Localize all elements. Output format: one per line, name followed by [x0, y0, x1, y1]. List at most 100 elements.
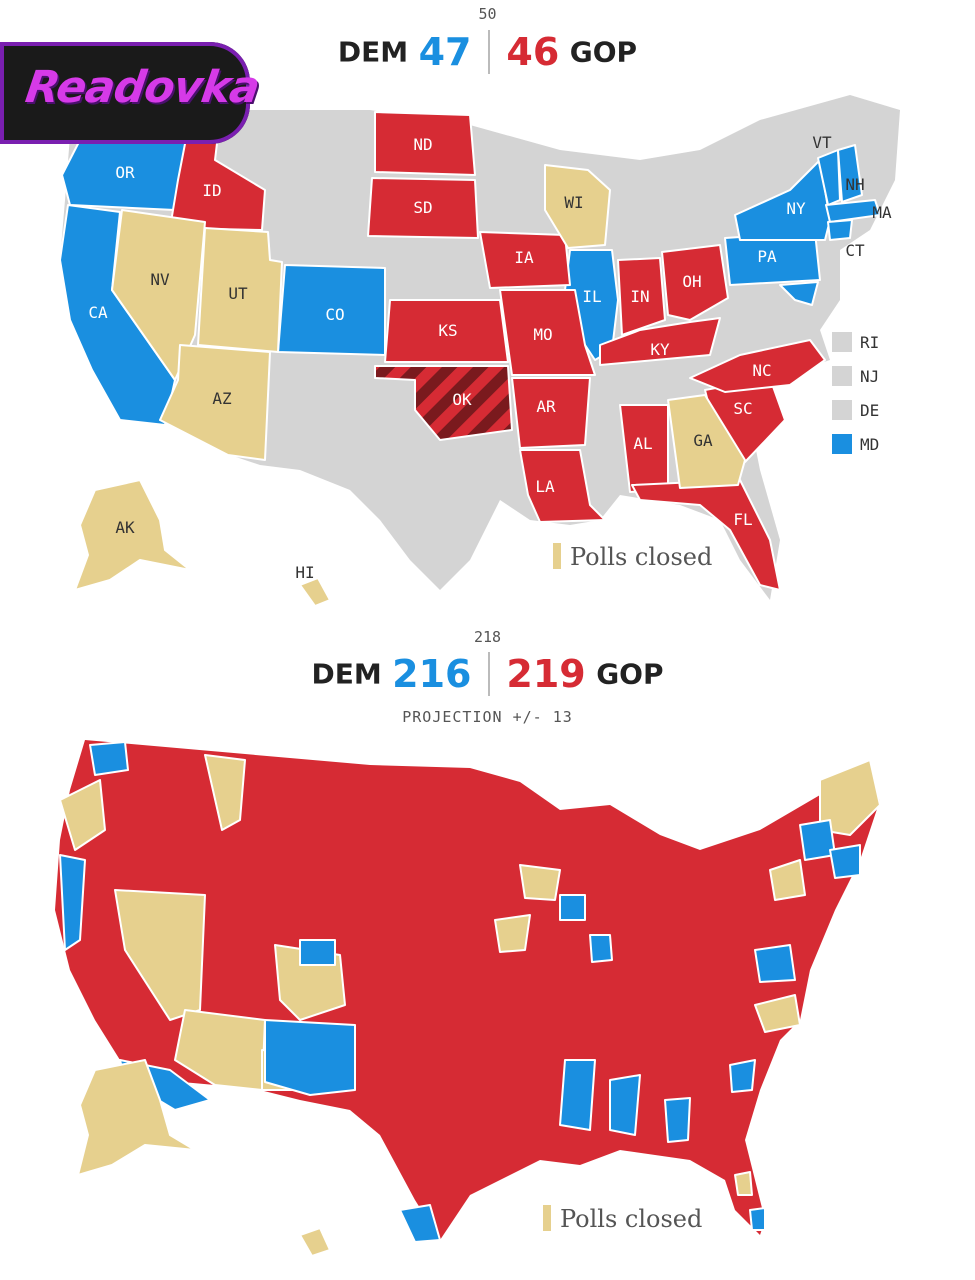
- district-ak[interactable]: [77, 1059, 196, 1176]
- label-ca: CA: [88, 303, 108, 322]
- district-tn-dem[interactable]: [559, 1059, 596, 1131]
- district-nj-closed[interactable]: [769, 859, 806, 901]
- senate-panel: 50 DEM 47 46 GOP: [0, 0, 975, 620]
- state-ks[interactable]: [384, 299, 509, 363]
- house-gop-label: GOP: [596, 657, 664, 691]
- legend-label-nj: NJ: [860, 367, 879, 386]
- label-ga: GA: [693, 431, 713, 450]
- house-legend-text: Polls closed: [560, 1205, 702, 1233]
- district-wa-dem[interactable]: [89, 741, 129, 776]
- district-co-dem[interactable]: [264, 1019, 356, 1096]
- district-west-closed-3[interactable]: [204, 754, 246, 831]
- house-map: Polls closed: [55, 740, 881, 1257]
- district-sc-dem[interactable]: [729, 1059, 756, 1093]
- state-ak[interactable]: [74, 479, 191, 591]
- label-nc: NC: [752, 361, 771, 380]
- state-ar[interactable]: [511, 377, 591, 449]
- state-nd[interactable]: [374, 111, 476, 176]
- district-wi-closed[interactable]: [494, 914, 531, 953]
- district-fl-dem[interactable]: [749, 1207, 766, 1231]
- state-in[interactable]: [617, 257, 666, 336]
- label-pa: PA: [757, 247, 777, 266]
- state-sd[interactable]: [367, 177, 479, 239]
- state-wi[interactable]: [544, 164, 611, 249]
- state-ok[interactable]: [374, 365, 513, 441]
- label-co: CO: [325, 305, 344, 324]
- house-gop-count: 219: [506, 652, 586, 696]
- label-mo: MO: [533, 325, 552, 344]
- house-legend-swatch: [543, 1205, 551, 1231]
- label-la: LA: [535, 477, 555, 496]
- state-ut[interactable]: [197, 227, 283, 353]
- district-ga-closed[interactable]: [754, 994, 801, 1033]
- house-projection: PROJECTION +/- 13: [402, 708, 573, 726]
- label-oh: OH: [682, 272, 701, 291]
- senate-score-divider: [487, 30, 490, 74]
- state-md[interactable]: [779, 281, 819, 306]
- senate-scoreline: DEM 47 46 GOP: [0, 30, 975, 74]
- legend-label-md: MD: [860, 435, 879, 454]
- district-co-dem-2[interactable]: [299, 939, 336, 966]
- readovka-logo: Readovka: [0, 42, 262, 144]
- district-ne-dem[interactable]: [829, 844, 861, 879]
- label-ar: AR: [536, 397, 556, 416]
- district-ca-dem-1[interactable]: [59, 854, 86, 951]
- district-al-dem[interactable]: [664, 1097, 691, 1143]
- state-oh[interactable]: [661, 244, 729, 321]
- legend-swatch-de: [832, 400, 852, 420]
- legend-label-ri: RI: [860, 333, 879, 352]
- district-az-closed[interactable]: [174, 1009, 266, 1091]
- label-nv: NV: [150, 270, 170, 289]
- state-hi[interactable]: [299, 577, 331, 607]
- label-wi: WI: [564, 193, 583, 212]
- label-ak: AK: [115, 518, 135, 537]
- house-dem-count: 216: [392, 652, 472, 696]
- senate-legend-text: Polls closed: [570, 543, 712, 571]
- small-state-legend: RI NJ DE MD: [832, 332, 879, 454]
- state-nh[interactable]: [837, 144, 863, 203]
- label-ut: UT: [228, 284, 248, 303]
- label-sc: SC: [733, 399, 752, 418]
- label-ky: KY: [650, 340, 670, 359]
- label-hi: HI: [295, 563, 314, 582]
- label-ia: IA: [514, 248, 534, 267]
- district-va-dem[interactable]: [754, 944, 796, 983]
- house-panel: 218 DEM 216 219 GOP PROJECTION +/- 13: [0, 620, 975, 1280]
- label-or: OR: [115, 163, 135, 182]
- label-il: IL: [582, 287, 601, 306]
- state-az[interactable]: [159, 344, 271, 461]
- state-nc[interactable]: [689, 339, 826, 393]
- district-ms-dem[interactable]: [609, 1074, 641, 1136]
- district-fl-closed[interactable]: [734, 1171, 753, 1196]
- label-sd: SD: [413, 198, 432, 217]
- district-mn-dem[interactable]: [559, 894, 586, 921]
- district-mi-closed[interactable]: [519, 864, 561, 901]
- label-nh: NH: [845, 175, 864, 194]
- label-nd: ND: [413, 135, 432, 154]
- label-vt: VT: [812, 133, 832, 152]
- state-la[interactable]: [519, 449, 606, 523]
- legend-label-de: DE: [860, 401, 879, 420]
- readovka-logo-text: Readovka: [22, 62, 263, 113]
- legend-swatch-nj: [832, 366, 852, 386]
- state-ct[interactable]: [827, 219, 853, 241]
- state-ky[interactable]: [599, 317, 721, 366]
- state-ga[interactable]: [667, 394, 746, 489]
- label-id: ID: [202, 181, 221, 200]
- district-tx-dem[interactable]: [399, 1204, 441, 1243]
- label-ma: MA: [872, 203, 892, 222]
- senate-gop-count: 46: [506, 30, 560, 74]
- senate-map: OR CA ID NV UT AZ CO ND SD KS OK IA MO A…: [59, 95, 900, 607]
- state-ia[interactable]: [479, 231, 571, 289]
- label-fl: FL: [733, 510, 752, 529]
- district-il-dem[interactable]: [589, 934, 613, 963]
- state-fl[interactable]: [631, 479, 781, 591]
- house-score-divider: [487, 652, 490, 696]
- state-mo[interactable]: [499, 289, 596, 376]
- state-ma[interactable]: [825, 199, 881, 223]
- label-ny: NY: [786, 199, 806, 218]
- district-hi[interactable]: [299, 1227, 331, 1257]
- senate-gop-label: GOP: [569, 35, 638, 69]
- state-vt[interactable]: [817, 149, 841, 206]
- district-west-closed-2[interactable]: [59, 779, 106, 851]
